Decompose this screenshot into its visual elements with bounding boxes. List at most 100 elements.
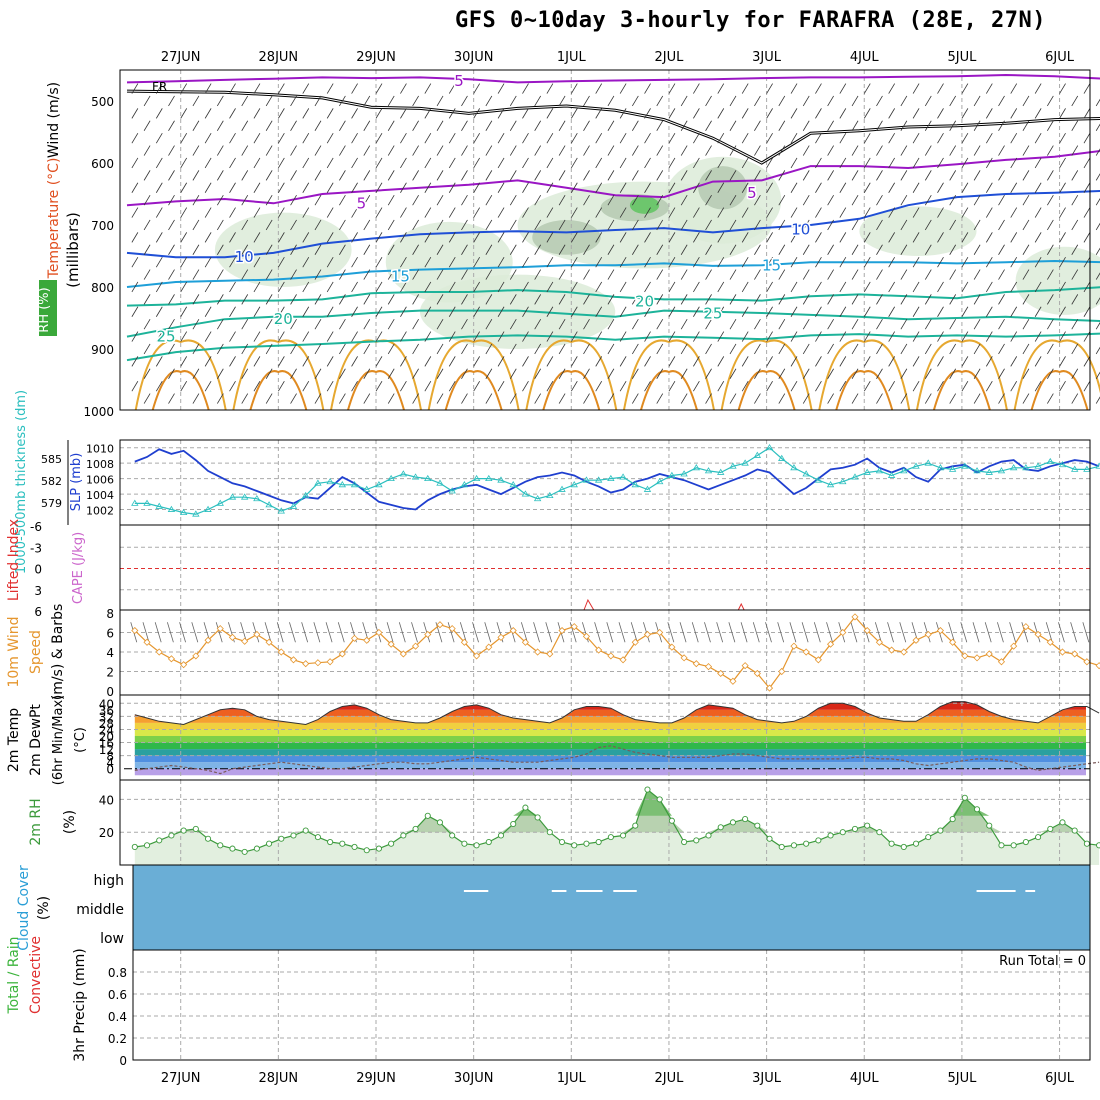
wind-barb: [314, 393, 322, 404]
wind-barb: [668, 380, 676, 392]
wind-barb: [705, 145, 712, 156]
wind-barb: [534, 368, 542, 379]
thickness-marker: [436, 479, 444, 486]
temp-contour-5: [126, 150, 1100, 207]
temp-tick-minor: 28: [99, 717, 114, 731]
wind-barb: [302, 256, 310, 268]
wind-barb: [473, 256, 481, 268]
wind-barb: [741, 281, 749, 293]
wind10-barb: [520, 622, 528, 643]
wind-barb: [729, 95, 737, 107]
wind-barb: [656, 194, 664, 206]
rh2m-marker: [339, 840, 346, 847]
wind-barb: [204, 108, 212, 119]
wind-barb: [278, 108, 285, 119]
wind-barb: [473, 281, 481, 293]
wind-barb: [1047, 318, 1054, 330]
wind-barb: [461, 95, 468, 107]
wind-barb: [790, 356, 798, 367]
wind10-barb: [972, 622, 980, 643]
wind-barb: [693, 380, 700, 392]
wind-barb: [302, 83, 310, 94]
wind-barb: [693, 331, 700, 342]
wind-barb: [729, 318, 737, 330]
wind-barb: [949, 368, 957, 379]
wind-barb: [363, 170, 371, 181]
wind-barb: [143, 244, 151, 255]
thickness-marker: [570, 481, 578, 488]
wind10-marker: [582, 632, 591, 640]
wind-barb: [546, 132, 554, 144]
wind-barb: [668, 356, 676, 367]
wind-barb: [1010, 380, 1018, 392]
wind-barb: [497, 306, 505, 317]
temp-contour-35: [1013, 339, 1100, 411]
wind-barb: [754, 145, 761, 156]
rh2m-marker: [705, 832, 712, 839]
wind-barb: [802, 393, 810, 404]
wind-barb: [1071, 95, 1079, 107]
wind-barb: [961, 182, 969, 193]
wind10-marker: [326, 658, 334, 666]
thickness-marker: [289, 502, 298, 509]
wind-barb: [339, 368, 346, 379]
wind-barb: [888, 182, 896, 193]
wind-barb: [705, 95, 712, 107]
rh2m-marker: [1096, 842, 1100, 849]
wind-barb: [863, 132, 871, 144]
thickness-line: [134, 446, 1100, 515]
thickness-marker: [350, 481, 359, 488]
wind-barb: [790, 256, 798, 268]
upper-air-frame: [119, 69, 1091, 411]
wind-barb: [400, 83, 407, 94]
wind-barb: [888, 108, 896, 119]
x-tick-bottom: 30JUN: [454, 1071, 494, 1086]
rh2m-marker: [864, 822, 871, 829]
wind-barb: [815, 207, 822, 218]
wind-barb: [595, 157, 603, 169]
wind-barb: [888, 356, 896, 367]
wind-barb: [143, 368, 151, 379]
wind10-marker: [765, 684, 774, 692]
wind-barb: [253, 380, 261, 392]
wind10-marker: [350, 634, 359, 642]
wind-barb: [876, 194, 883, 206]
rh2m-marker: [217, 842, 224, 849]
wind-barb: [339, 393, 346, 404]
wind-barb: [693, 256, 700, 268]
temp-contour-40: [1030, 370, 1089, 411]
wind-barb: [1022, 368, 1030, 379]
wind-barb: [583, 244, 590, 255]
wind10-marker: [570, 623, 578, 631]
wind-barb: [1022, 145, 1030, 156]
wind10-barb: [1082, 622, 1090, 643]
slp-tick: 1006: [86, 474, 114, 487]
wind-barb: [619, 306, 627, 317]
wind-barb: [253, 207, 261, 218]
wind-barb: [241, 343, 249, 355]
wind-barb: [131, 207, 139, 218]
wind-barb: [546, 356, 554, 367]
wind-barb: [1047, 368, 1054, 379]
wind-barb: [570, 207, 578, 218]
rh2m-marker: [973, 806, 981, 813]
thickness-marker: [387, 474, 395, 482]
wind-barb: [241, 393, 249, 404]
wind-barb: [290, 145, 297, 156]
contour-label: 20: [274, 310, 293, 328]
rh-area-dark: [134, 789, 1100, 816]
wind-barb: [1095, 123, 1100, 131]
thickness-marker: [1009, 464, 1018, 471]
wind-barb: [436, 368, 444, 379]
wind-barb: [863, 108, 871, 119]
temp-tick: 40: [99, 697, 114, 711]
wind-barb: [607, 219, 615, 231]
wind-barb: [253, 83, 261, 94]
upper-y-tick: 800: [91, 281, 114, 295]
wind-barb: [265, 269, 273, 280]
wind-barb: [339, 170, 346, 181]
wind-barb: [424, 232, 432, 243]
thickness-marker: [729, 462, 737, 469]
wind-barb: [876, 95, 883, 107]
